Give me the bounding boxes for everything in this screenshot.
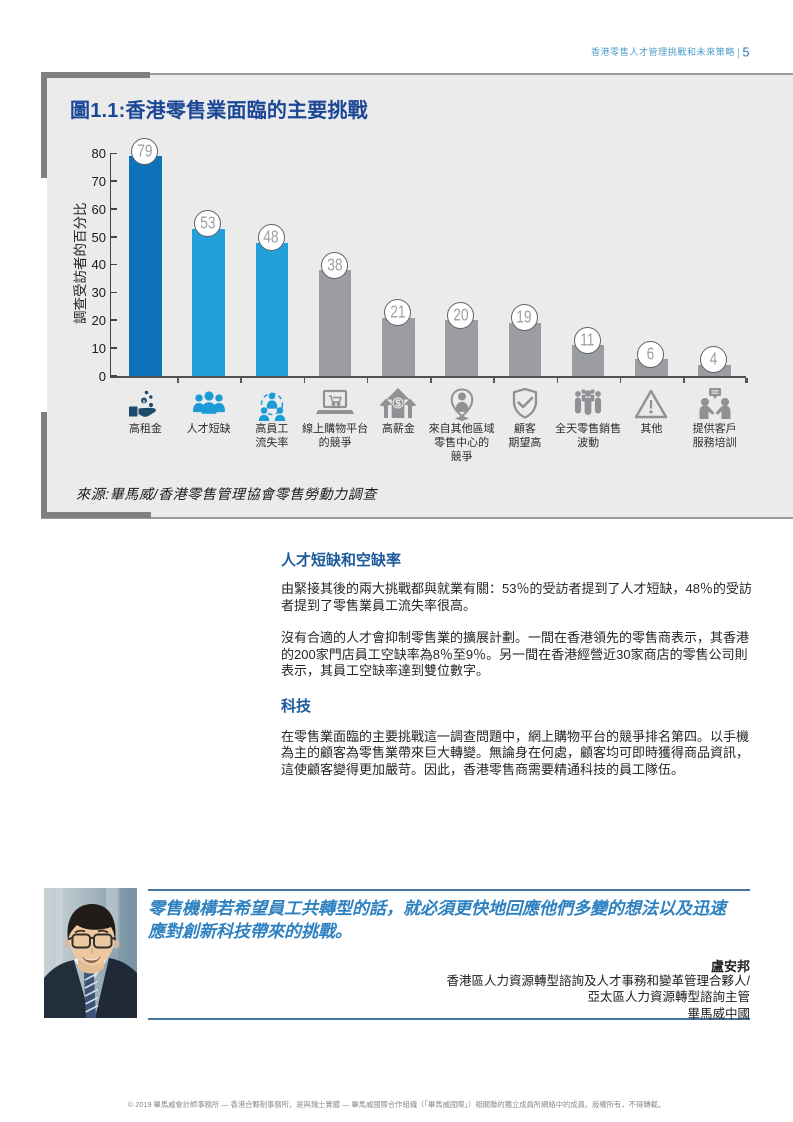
svg-text:$: $ <box>143 399 146 404</box>
svg-text:$: $ <box>396 399 402 410</box>
